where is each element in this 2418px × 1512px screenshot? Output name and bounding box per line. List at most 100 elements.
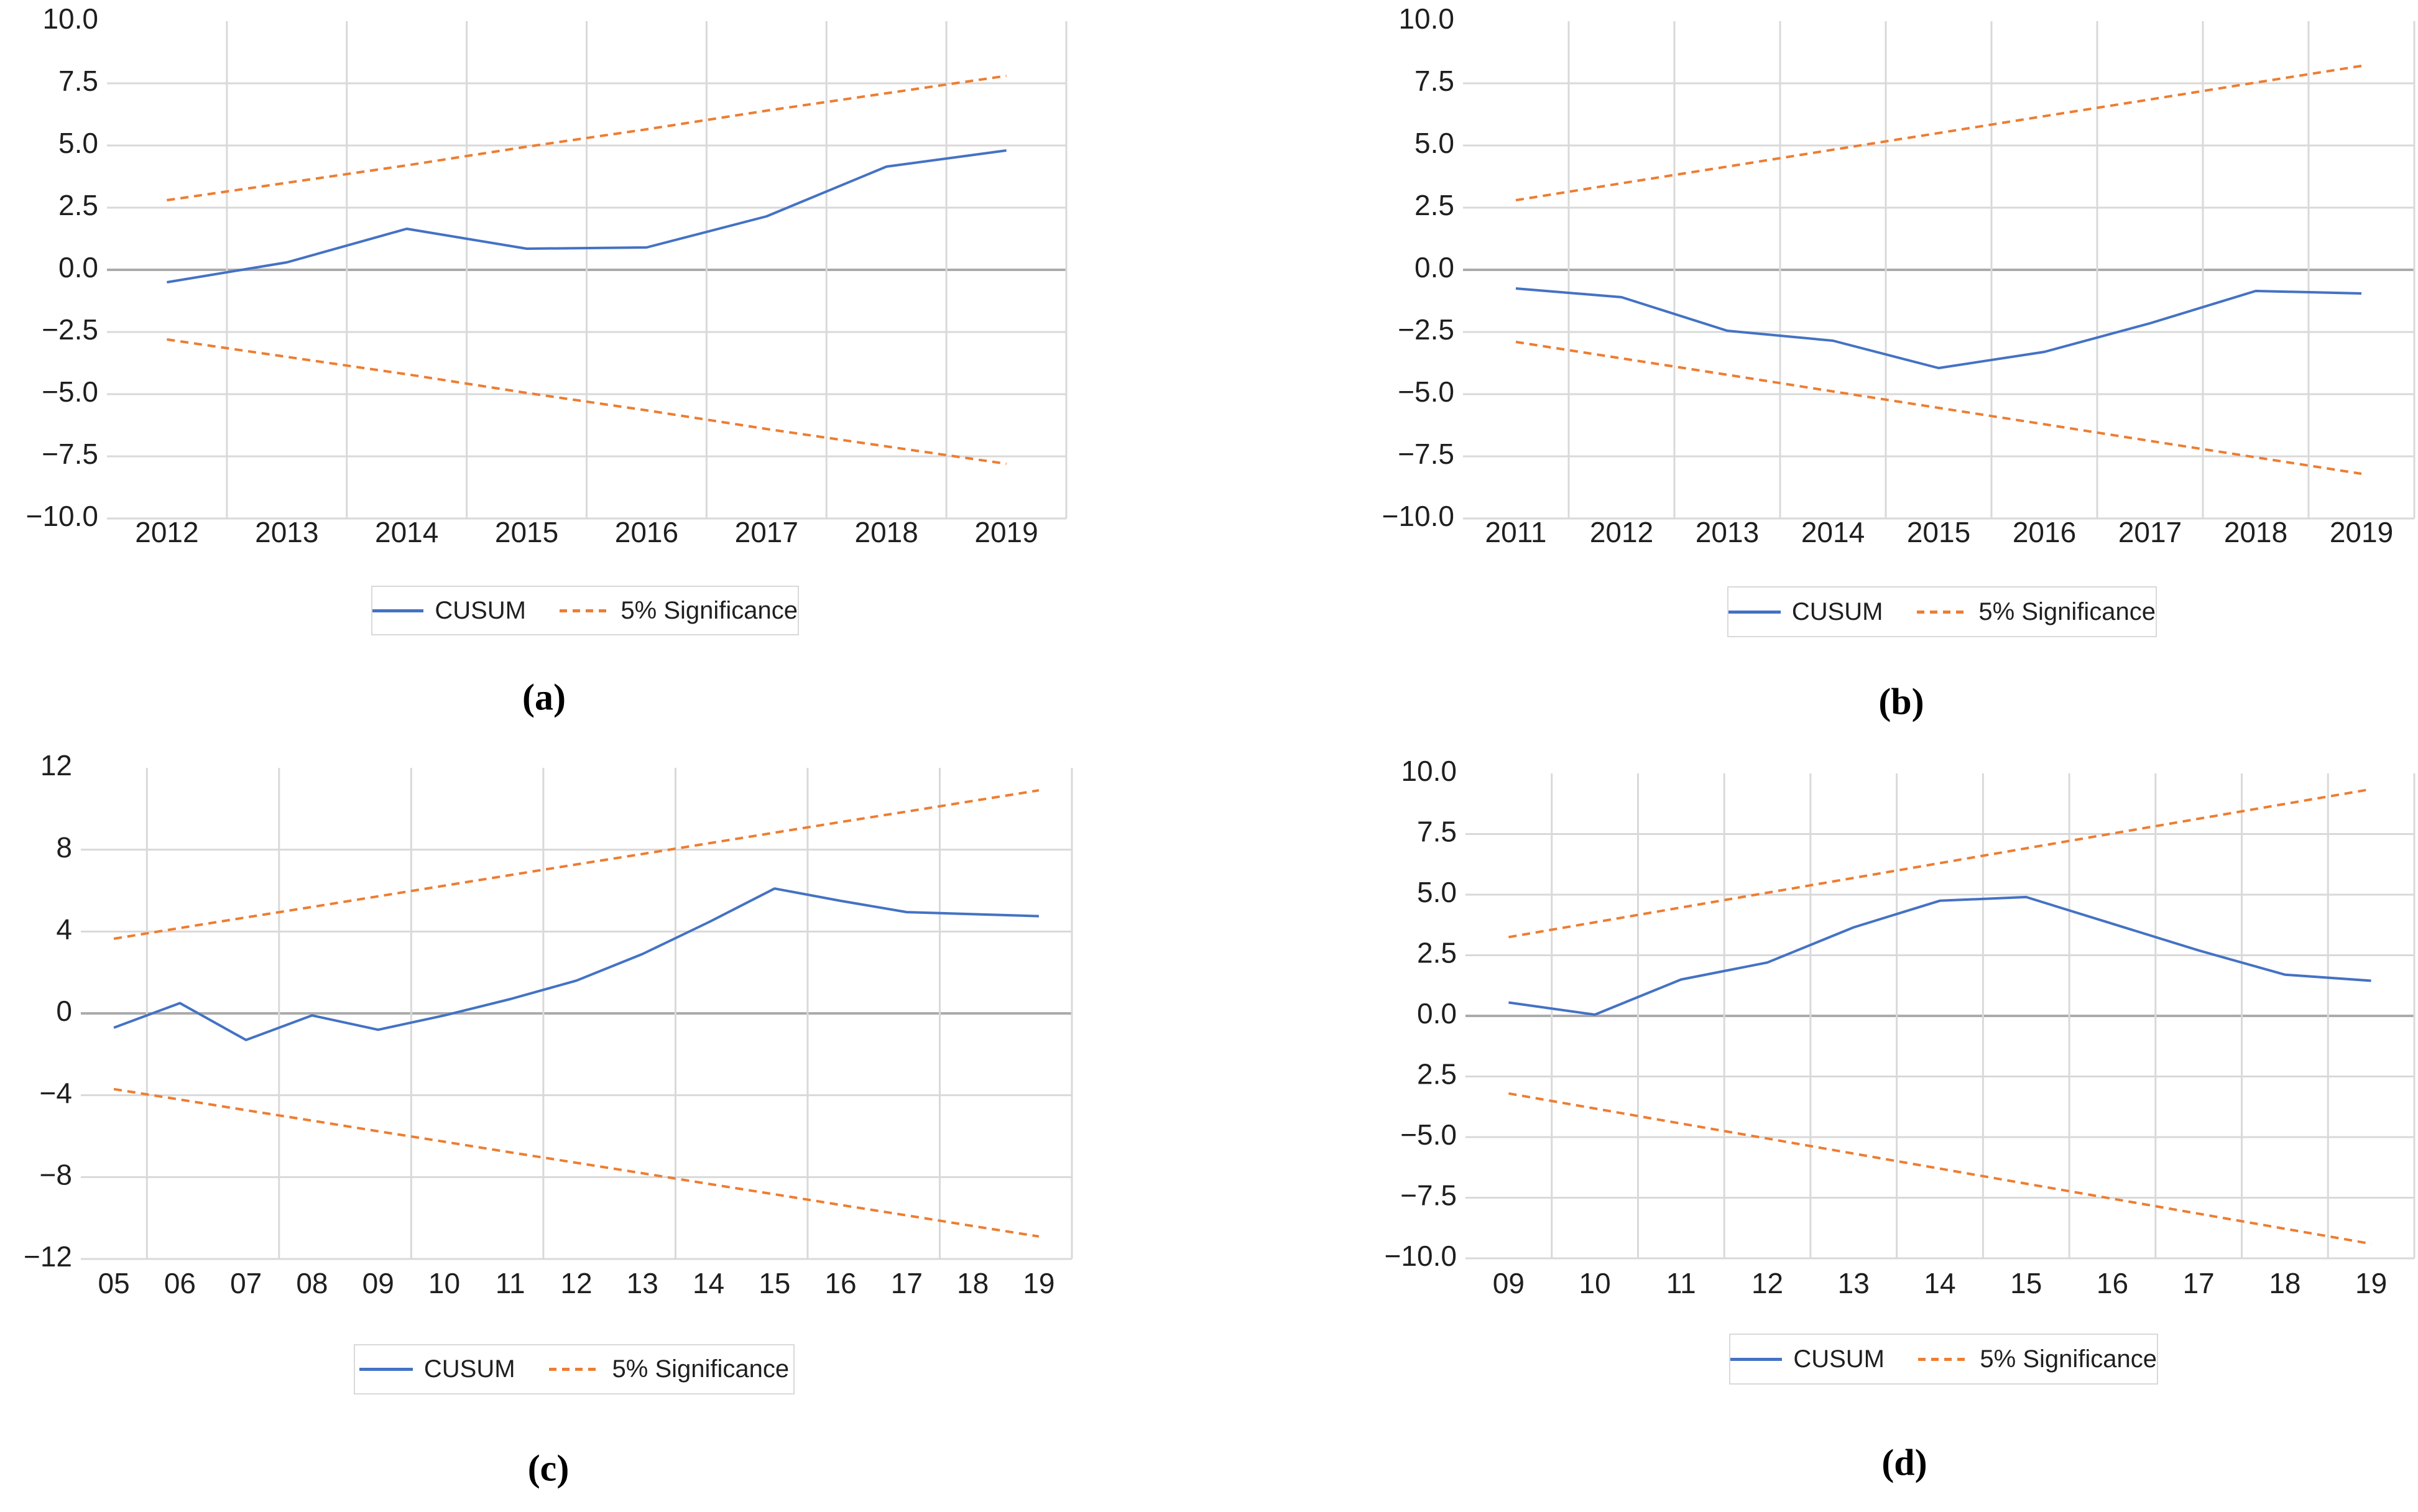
significance-upper-line (1508, 788, 2371, 939)
y-axis-tick-label: −8 (40, 1158, 72, 1191)
x-axis-tick-label: 14 (693, 1267, 724, 1299)
x-axis-tick-label: 2012 (1590, 516, 1653, 548)
chart-panel-b: 10.0 7.5 5.0 2.5 0.0 −2.5 −5.0 −7.5 −10.0 2011 201… (1209, 0, 2418, 746)
legend-significance-label: 5% Significance (621, 596, 798, 624)
y-axis-tick-label: 5.0 (1417, 876, 1457, 908)
legend-significance-label: 5% Significance (1980, 1345, 2157, 1373)
y-axis-tick-label: −7.5 (1400, 1179, 1457, 1212)
y-axis-tick-label: −5.0 (1398, 376, 1454, 408)
legend-cusum-label: CUSUM (1793, 1345, 1885, 1373)
x-axis-tick-label: 2013 (255, 516, 318, 548)
x-axis-tick-label: 17 (891, 1267, 923, 1299)
chart-panel-c: 12 8 4 0 −4 −8 −12 05 06 07 08 09 10 11 12 13 14 15 16 17 18… (0, 746, 1209, 1512)
subfigure-caption-a: (a) (522, 676, 566, 718)
subfigure-caption-c: (c) (527, 1447, 570, 1489)
x-axis-tick-label: 09 (362, 1267, 394, 1299)
y-axis-tick-label: 2.5 (1414, 189, 1454, 221)
significance-line-swatch-icon (548, 1368, 601, 1371)
significance-line-swatch-icon (559, 609, 610, 612)
legend-cusum-label: CUSUM (423, 1355, 515, 1383)
y-axis-tick-label: 5.0 (58, 127, 98, 159)
cusum-line-swatch-icon (1728, 610, 1781, 614)
cusum-line-swatch-icon (372, 609, 424, 612)
chart-panel-a: 10.0 7.5 5.0 2.5 0.0 −2.5 −5.0 −7.5 −10.0 2012 201… (0, 0, 1209, 746)
x-axis-tick-label: 11 (496, 1267, 525, 1299)
y-axis-tick-label: −10.0 (1382, 500, 1454, 532)
cusum-chart-b-svg: 10.0 7.5 5.0 2.5 0.0 −2.5 −5.0 −7.5 −10.0 2011 201… (1382, 2, 2416, 548)
significance-upper-line (167, 75, 1007, 201)
x-axis-tick-label: 14 (1924, 1267, 1955, 1299)
x-axis-tick-label: 15 (759, 1267, 790, 1299)
legend-b: CUSUM 5% Significance (1727, 586, 2157, 637)
y-axis-tick-label: −7.5 (42, 438, 98, 470)
x-axis-tick-label: 2016 (2013, 516, 2076, 548)
x-axis-tick-label: 16 (2097, 1267, 2128, 1299)
x-axis-tick-label: 09 (1493, 1267, 1525, 1299)
y-axis-tick-label: −10.0 (26, 500, 98, 532)
x-axis-tick-label: 19 (1023, 1267, 1054, 1299)
y-axis-tick-label: 2.5 (1417, 937, 1457, 969)
x-axis-tick-label: 2013 (1696, 516, 1759, 548)
x-axis-tick-label: 2019 (974, 516, 1038, 548)
significance-upper-line (113, 789, 1040, 940)
y-axis-tick-label: −5.0 (42, 376, 98, 408)
significance-lower-line (167, 338, 1007, 465)
y-axis-tick-label: 10.0 (1398, 2, 1454, 35)
y-axis-tick-label: 10.0 (1401, 755, 1457, 787)
y-axis-tick-label: −2.5 (42, 313, 98, 346)
x-axis-tick-label: 10 (1579, 1267, 1611, 1299)
legend-a: CUSUM 5% Significance (371, 586, 799, 635)
significance-line-swatch-icon (1918, 1357, 1969, 1361)
subfigure-caption-d: (d) (1881, 1442, 1927, 1483)
subfigure-caption-b: (b) (1878, 681, 1924, 722)
y-axis-tick-label: 0 (56, 995, 72, 1027)
x-axis-tick-label: 12 (560, 1267, 592, 1299)
legend-c: CUSUM 5% Significance (354, 1344, 795, 1394)
x-axis-tick-label: 06 (164, 1267, 196, 1299)
x-axis-tick-label: 2014 (375, 516, 438, 548)
cusum-chart-a-svg: 10.0 7.5 5.0 2.5 0.0 −2.5 −5.0 −7.5 −10.0 2012 201… (26, 2, 1068, 548)
y-axis-tick-label: 7.5 (58, 65, 98, 97)
y-axis-tick-label: 0.0 (1417, 997, 1457, 1030)
x-axis-tick-label: 16 (824, 1267, 856, 1299)
y-axis-tick-label: 12 (40, 749, 72, 781)
legend-cusum-label: CUSUM (1791, 597, 1883, 625)
x-axis-tick-label: 05 (98, 1267, 130, 1299)
significance-lower-line (1515, 341, 2362, 475)
y-axis-tick-label: −12 (24, 1240, 72, 1273)
y-axis-tick-label: 7.5 (1417, 816, 1457, 848)
cusum-line-swatch-icon (359, 1368, 413, 1371)
significance-upper-line (1515, 65, 2362, 201)
x-axis-tick-label: 13 (1838, 1267, 1870, 1299)
cusum-line (1508, 895, 2371, 1016)
y-axis-tick-label: −10.0 (1385, 1240, 1457, 1272)
y-axis-tick-label: 0.0 (1414, 251, 1454, 284)
y-axis-tick-label: 8 (56, 831, 72, 864)
x-axis-tick-label: 2015 (495, 516, 558, 548)
legend-significance-label: 5% Significance (612, 1355, 790, 1383)
y-axis-tick-label: −5.0 (1400, 1118, 1457, 1151)
x-axis-tick-label: 10 (428, 1267, 460, 1299)
legend-d: CUSUM 5% Significance (1729, 1334, 2158, 1385)
x-axis-tick-label: 15 (2010, 1267, 2042, 1299)
x-axis-tick-label: 2019 (2330, 516, 2393, 548)
x-axis-tick-label: 08 (296, 1267, 328, 1299)
x-axis-tick-label: 2014 (1801, 516, 1865, 548)
legend-significance-label: 5% Significance (1978, 597, 2156, 625)
x-axis-tick-label: 19 (2355, 1267, 2387, 1299)
y-axis-tick-label: 5.0 (1414, 127, 1454, 159)
y-axis-tick-label: 10.0 (42, 2, 98, 35)
x-axis-tick-label: 2017 (2118, 516, 2182, 548)
x-axis-tick-label: 07 (230, 1267, 262, 1299)
x-axis-tick-label: 2018 (855, 516, 918, 548)
x-axis-tick-label: 18 (957, 1267, 989, 1299)
cusum-line-swatch-icon (1730, 1357, 1783, 1361)
legend-cusum-label: CUSUM (435, 596, 526, 624)
x-axis-tick-label: 2012 (135, 516, 198, 548)
y-axis-tick-label: −2.5 (1398, 313, 1454, 346)
significance-lower-line (113, 1087, 1040, 1238)
x-axis-tick-label: 2018 (2224, 516, 2287, 548)
cusum-chart-c-svg: 12 8 4 0 −4 −8 −12 05 06 07 08 09 10 11 12 13 14 15 16 17 18… (24, 749, 1073, 1299)
x-axis-tick-label: 13 (627, 1267, 658, 1299)
